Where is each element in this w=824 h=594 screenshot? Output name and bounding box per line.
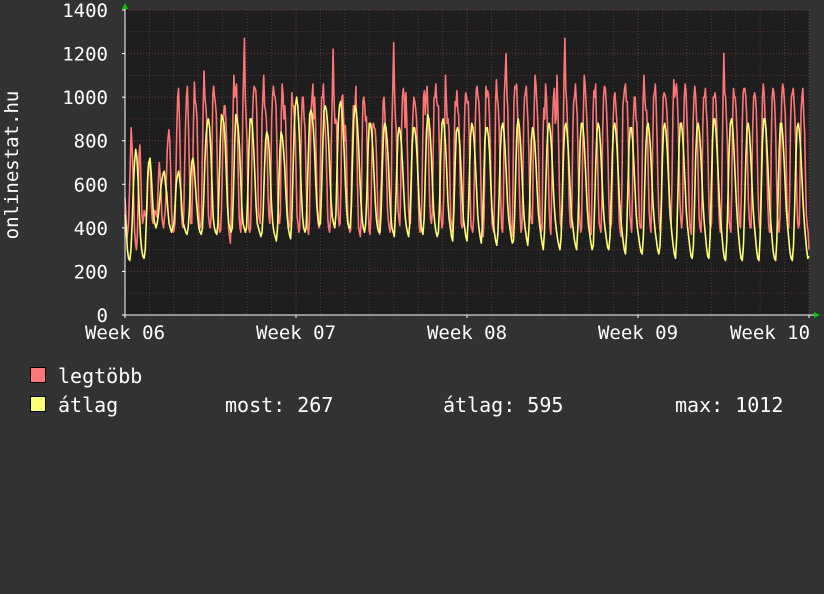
x-tick-label: Week 09 (598, 322, 678, 344)
legend-item-legtobb: legtöbb (30, 362, 142, 391)
stat-most: most: 267 (225, 393, 334, 417)
legend-item-atlag: átlag most: 267 átlag: 595 max: 1012 (30, 391, 783, 420)
legend: legtöbb átlag most: 267 átlag: 595 max: … (30, 362, 783, 420)
x-tick-label: Week 10 (730, 322, 810, 344)
y-tick-label: 0 (97, 305, 108, 327)
atlag-swatch (30, 396, 46, 412)
y-axis-arrow (122, 3, 128, 9)
legend-label-legtobb: legtöbb (58, 364, 143, 388)
x-axis-arrow (814, 312, 820, 318)
y-tick-label: 400 (74, 218, 108, 240)
y-tick-label: 1200 (62, 44, 108, 66)
axes: 0 200 400 600 800 1000 1200 1400 Week 06 Week 07 W… (62, 0, 820, 344)
stat-atlag: átlag: 595 (443, 393, 564, 417)
x-tick-label: Week 07 (256, 322, 336, 344)
x-tick-label: Week 06 (85, 322, 165, 344)
x-tick-label: Week 08 (427, 322, 507, 344)
legend-label-atlag: átlag (58, 393, 119, 417)
stat-max: max: 1012 (675, 393, 784, 417)
y-tick-label: 1400 (62, 0, 108, 22)
y-tick-label: 1000 (62, 87, 108, 109)
y-tick-label: 800 (74, 131, 108, 153)
legtobb-swatch (30, 367, 46, 383)
series-line (124, 96, 810, 262)
y-tick-label: 600 (74, 174, 108, 196)
series-line (124, 37, 810, 251)
chart: 0 200 400 600 800 1000 1200 1400 Week 06 Week 07 W… (1, 0, 820, 344)
series-group (124, 37, 810, 262)
y-tick-label: 200 (74, 261, 108, 283)
y-axis-label: onlinestat.hu (1, 91, 23, 240)
